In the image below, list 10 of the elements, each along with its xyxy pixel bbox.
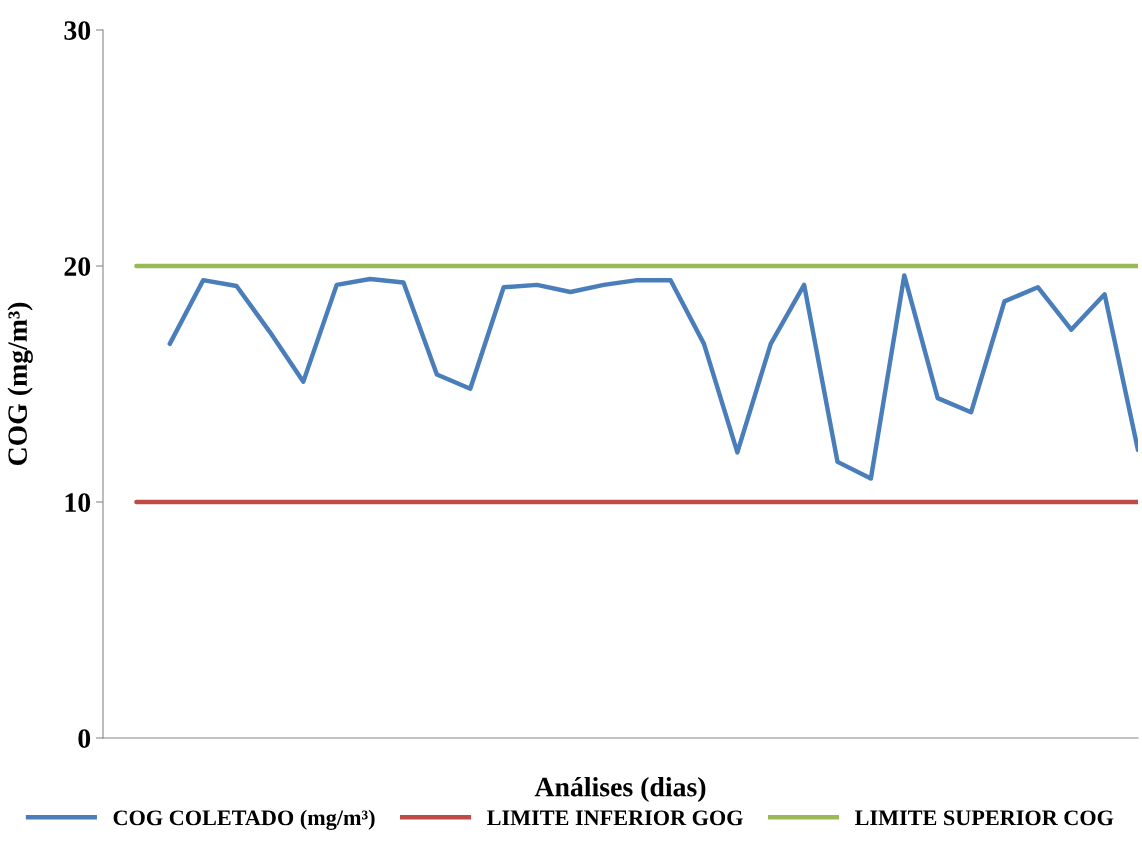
y-tick-label: 30	[64, 21, 91, 40]
x-axis-title: Análises (dias)	[534, 776, 706, 803]
y-tick-label: 0	[78, 729, 91, 748]
legend-label: LIMITE SUPERIOR COG	[855, 810, 1114, 826]
line-series	[167, 273, 1138, 481]
legend-label: COG COLETADO (mg/m³)	[113, 809, 375, 830]
y-axis-title: COG (mg/m³)	[7, 302, 33, 466]
y-tick-label: 20	[64, 257, 91, 276]
legend-label: LIMITE INFERIOR GOG	[487, 810, 743, 826]
y-tick-label: 10	[65, 493, 91, 512]
